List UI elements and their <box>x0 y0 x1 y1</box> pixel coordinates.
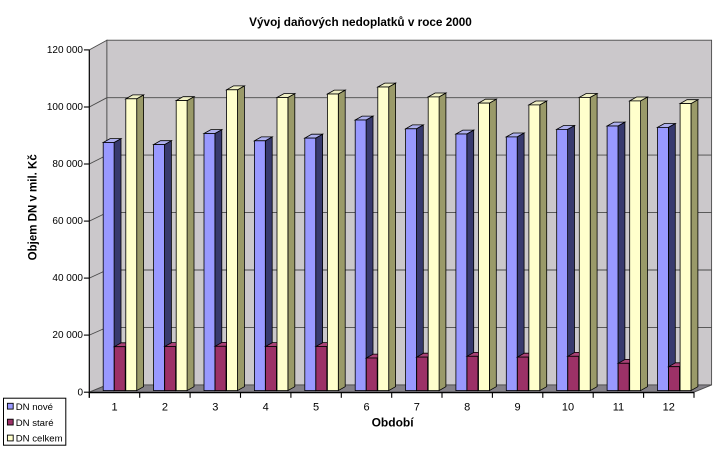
svg-text:100 000: 100 000 <box>47 102 84 113</box>
svg-text:6: 6 <box>363 401 369 413</box>
svg-text:80 000: 80 000 <box>52 159 83 170</box>
svg-text:3: 3 <box>212 401 218 413</box>
svg-text:20 000: 20 000 <box>52 330 83 341</box>
svg-text:5: 5 <box>313 401 319 413</box>
svg-text:1: 1 <box>111 401 117 413</box>
svg-text:8: 8 <box>464 401 470 413</box>
svg-text:DN staré: DN staré <box>16 418 54 429</box>
svg-text:4: 4 <box>263 401 269 413</box>
svg-text:9: 9 <box>515 401 521 413</box>
svg-text:0: 0 <box>77 387 83 398</box>
svg-text:12: 12 <box>663 401 675 413</box>
svg-text:Objem DN v mil. Kč: Objem DN v mil. Kč <box>28 154 40 261</box>
svg-text:40 000: 40 000 <box>52 273 83 284</box>
svg-text:10: 10 <box>562 401 574 413</box>
svg-text:7: 7 <box>414 401 420 413</box>
svg-text:DN nové: DN nové <box>16 402 53 413</box>
svg-text:Období: Období <box>372 416 415 430</box>
svg-text:2: 2 <box>162 401 168 413</box>
svg-text:Vývoj daňových nedoplatků v ro: Vývoj daňových nedoplatků v roce 2000 <box>249 16 472 29</box>
svg-text:60 000: 60 000 <box>52 216 83 227</box>
svg-text:120 000: 120 000 <box>47 45 84 56</box>
svg-text:11: 11 <box>613 401 624 413</box>
svg-text:DN celkem: DN celkem <box>16 434 63 445</box>
